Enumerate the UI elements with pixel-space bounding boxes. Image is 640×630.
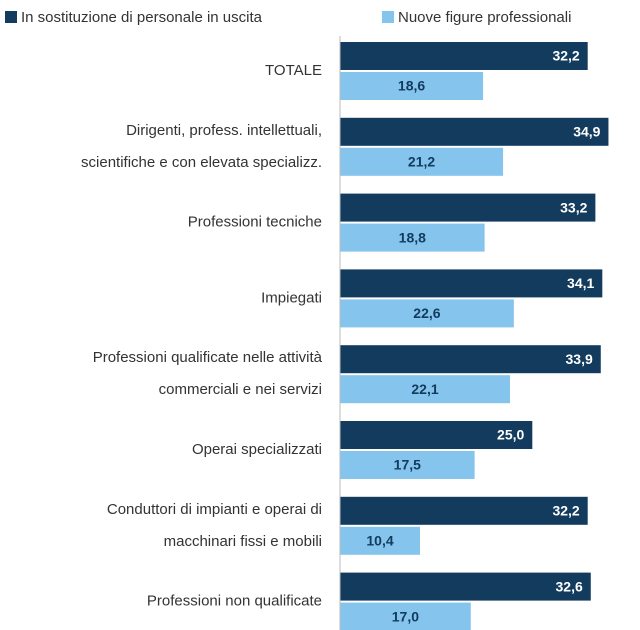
bar — [340, 117, 609, 146]
value-label: 22,6 — [413, 305, 440, 321]
category-label: Dirigenti, profess. intellettuali, — [126, 122, 322, 139]
value-label: 33,2 — [560, 199, 587, 215]
category-label: scientifiche e con elevata specializz. — [81, 154, 322, 171]
value-label: 21,2 — [408, 154, 435, 170]
bar — [340, 451, 475, 479]
category-label: Professioni tecniche — [188, 214, 322, 231]
legend-swatch — [382, 11, 394, 23]
value-label: 10,4 — [366, 533, 393, 549]
category-label: Conduttori di impianti e operai di — [107, 501, 322, 518]
value-label: 32,2 — [552, 503, 579, 519]
bar — [340, 299, 514, 328]
legend-label: In sostituzione di personale in uscita — [21, 9, 263, 26]
bar — [340, 269, 603, 298]
legend-swatch — [5, 11, 17, 23]
category-label: macchinari fissi e mobili — [164, 533, 322, 550]
value-label: 34,1 — [567, 275, 594, 291]
value-label: 18,6 — [398, 78, 425, 94]
value-label: 17,0 — [392, 608, 419, 624]
legend-label: Nuove figure professionali — [398, 9, 571, 26]
bar — [340, 375, 510, 404]
bar — [340, 147, 504, 176]
category-label: Professioni non qualificate — [147, 593, 322, 610]
bar — [340, 496, 588, 525]
value-label: 25,0 — [497, 427, 524, 443]
value-label: 18,8 — [399, 229, 426, 245]
bar — [340, 526, 420, 555]
value-label: 34,9 — [573, 124, 600, 140]
bar — [340, 223, 485, 252]
bar — [340, 572, 591, 601]
value-label: 32,6 — [556, 578, 583, 594]
value-label: 17,5 — [394, 457, 421, 473]
bar — [340, 42, 588, 70]
category-label: TOTALE — [265, 62, 322, 79]
bar — [340, 345, 601, 374]
bar — [340, 193, 596, 222]
category-label: commerciali e nei servizi — [159, 381, 322, 398]
bar — [340, 72, 484, 100]
value-label: 22,1 — [411, 381, 438, 397]
category-label: Professioni qualificate nelle attività — [93, 349, 323, 366]
value-label: 32,2 — [552, 48, 579, 64]
category-label: Operai specializzati — [192, 441, 322, 458]
bar — [340, 602, 471, 630]
value-label: 33,9 — [566, 351, 593, 367]
bar — [340, 421, 533, 449]
category-label: Impiegati — [261, 289, 322, 306]
